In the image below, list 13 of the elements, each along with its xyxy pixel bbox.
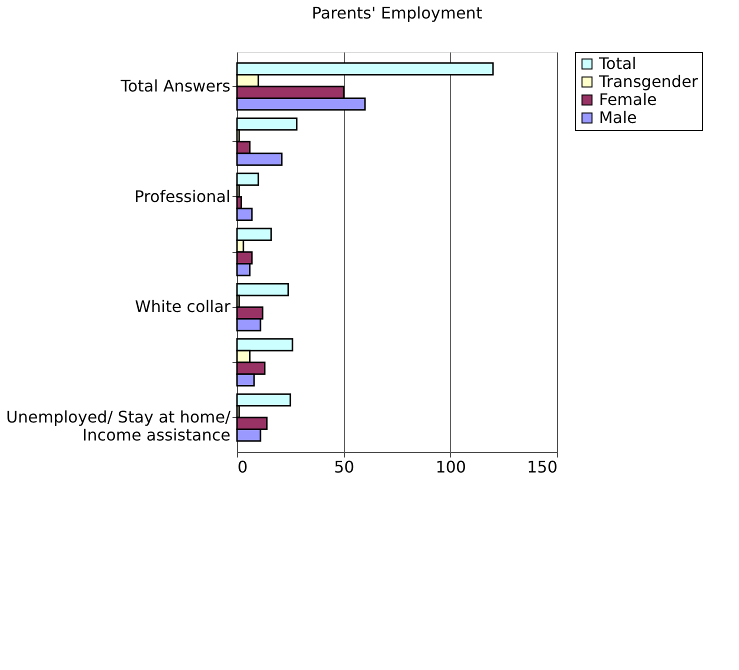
x-tick-label: 150: [526, 458, 558, 476]
y-tick-label: White collar: [135, 297, 231, 316]
legend-label: Male: [599, 108, 637, 127]
legend-label: Female: [599, 90, 657, 109]
y-tick-label: Total Answers: [120, 76, 230, 96]
legend-label: Total: [598, 54, 636, 73]
chart-title: Parents' Employment: [312, 4, 482, 22]
x-tick-label: 0: [238, 458, 248, 476]
x-tick-label: 100: [436, 458, 466, 476]
legend-label: Transgender: [598, 72, 698, 91]
y-tick-label: Professional: [134, 186, 230, 206]
y-tick-label: Unemployed/ Stay at home/ Income assistance: [6, 408, 232, 445]
x-tick-label: 50: [334, 458, 354, 476]
